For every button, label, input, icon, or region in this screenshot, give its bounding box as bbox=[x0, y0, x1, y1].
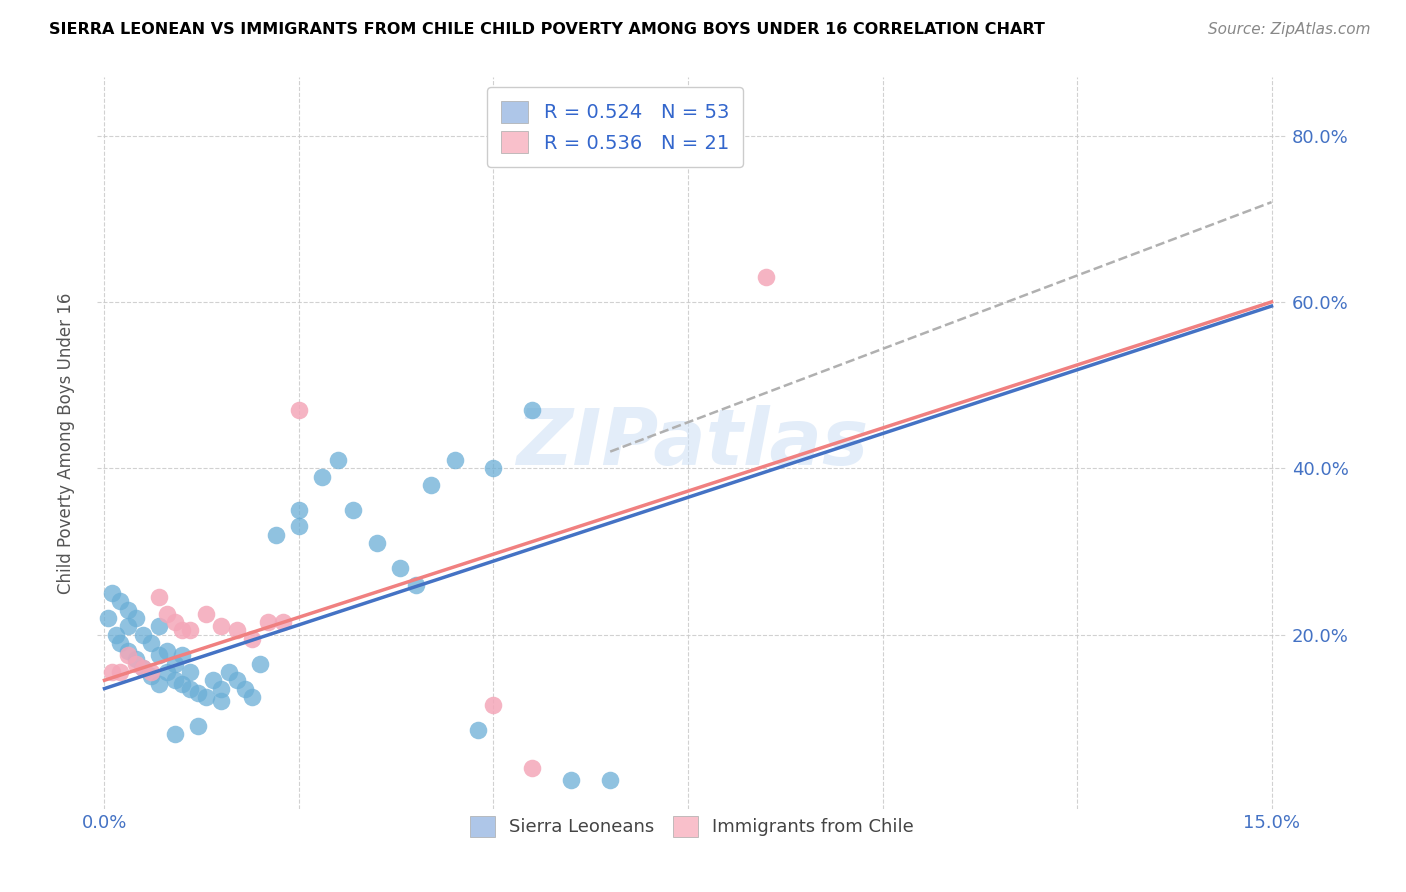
Point bbox=[522, 403, 544, 417]
Point bbox=[420, 478, 443, 492]
Point bbox=[163, 673, 186, 688]
Legend: Sierra Leoneans, Immigrants from Chile: Sierra Leoneans, Immigrants from Chile bbox=[463, 809, 921, 844]
Point bbox=[233, 681, 256, 696]
Point bbox=[156, 607, 179, 621]
Text: SIERRA LEONEAN VS IMMIGRANTS FROM CHILE CHILD POVERTY AMONG BOYS UNDER 16 CORREL: SIERRA LEONEAN VS IMMIGRANTS FROM CHILE … bbox=[49, 22, 1045, 37]
Point bbox=[179, 665, 201, 679]
Point bbox=[467, 723, 489, 738]
Point bbox=[148, 648, 170, 663]
Point bbox=[179, 681, 201, 696]
Point bbox=[124, 611, 146, 625]
Point bbox=[108, 594, 131, 608]
Point bbox=[194, 607, 217, 621]
Point bbox=[264, 527, 287, 541]
Point bbox=[117, 648, 139, 663]
Point bbox=[117, 619, 139, 633]
Point bbox=[108, 636, 131, 650]
Point bbox=[482, 461, 505, 475]
Point bbox=[141, 665, 163, 679]
Point bbox=[288, 519, 311, 533]
Point bbox=[101, 586, 124, 600]
Point bbox=[273, 615, 295, 629]
Point bbox=[148, 590, 170, 604]
Point bbox=[218, 665, 240, 679]
Point bbox=[117, 644, 139, 658]
Point bbox=[156, 665, 179, 679]
Point bbox=[163, 657, 186, 671]
Point bbox=[249, 657, 271, 671]
Point bbox=[443, 453, 465, 467]
Point bbox=[225, 624, 247, 638]
Point bbox=[141, 636, 163, 650]
Point bbox=[132, 627, 155, 641]
Point bbox=[101, 665, 124, 679]
Point bbox=[288, 403, 311, 417]
Point bbox=[288, 503, 311, 517]
Point bbox=[124, 652, 146, 666]
Point bbox=[194, 690, 217, 704]
Point bbox=[179, 624, 201, 638]
Text: Source: ZipAtlas.com: Source: ZipAtlas.com bbox=[1208, 22, 1371, 37]
Point bbox=[172, 677, 194, 691]
Point bbox=[326, 453, 349, 467]
Point bbox=[225, 673, 247, 688]
Point bbox=[522, 760, 544, 774]
Point bbox=[187, 719, 209, 733]
Point bbox=[141, 669, 163, 683]
Point bbox=[366, 536, 388, 550]
Point bbox=[342, 503, 364, 517]
Point bbox=[482, 698, 505, 713]
Point bbox=[187, 686, 209, 700]
Point bbox=[172, 648, 194, 663]
Point bbox=[124, 657, 146, 671]
Point bbox=[108, 665, 131, 679]
Text: ZIPatlas: ZIPatlas bbox=[516, 405, 868, 482]
Point bbox=[209, 681, 232, 696]
Point bbox=[405, 577, 427, 591]
Point bbox=[132, 661, 155, 675]
Point bbox=[105, 627, 128, 641]
Point bbox=[257, 615, 280, 629]
Point bbox=[599, 772, 621, 787]
Point bbox=[156, 644, 179, 658]
Point bbox=[163, 615, 186, 629]
Point bbox=[755, 270, 778, 285]
Point bbox=[209, 694, 232, 708]
Point bbox=[163, 727, 186, 741]
Point bbox=[311, 469, 333, 483]
Point bbox=[172, 624, 194, 638]
Point bbox=[148, 619, 170, 633]
Point bbox=[389, 561, 412, 575]
Point bbox=[240, 632, 263, 646]
Y-axis label: Child Poverty Among Boys Under 16: Child Poverty Among Boys Under 16 bbox=[58, 293, 75, 594]
Point bbox=[209, 619, 232, 633]
Point bbox=[132, 661, 155, 675]
Point bbox=[560, 772, 582, 787]
Point bbox=[202, 673, 225, 688]
Point bbox=[240, 690, 263, 704]
Point bbox=[97, 611, 120, 625]
Point bbox=[117, 602, 139, 616]
Point bbox=[148, 677, 170, 691]
